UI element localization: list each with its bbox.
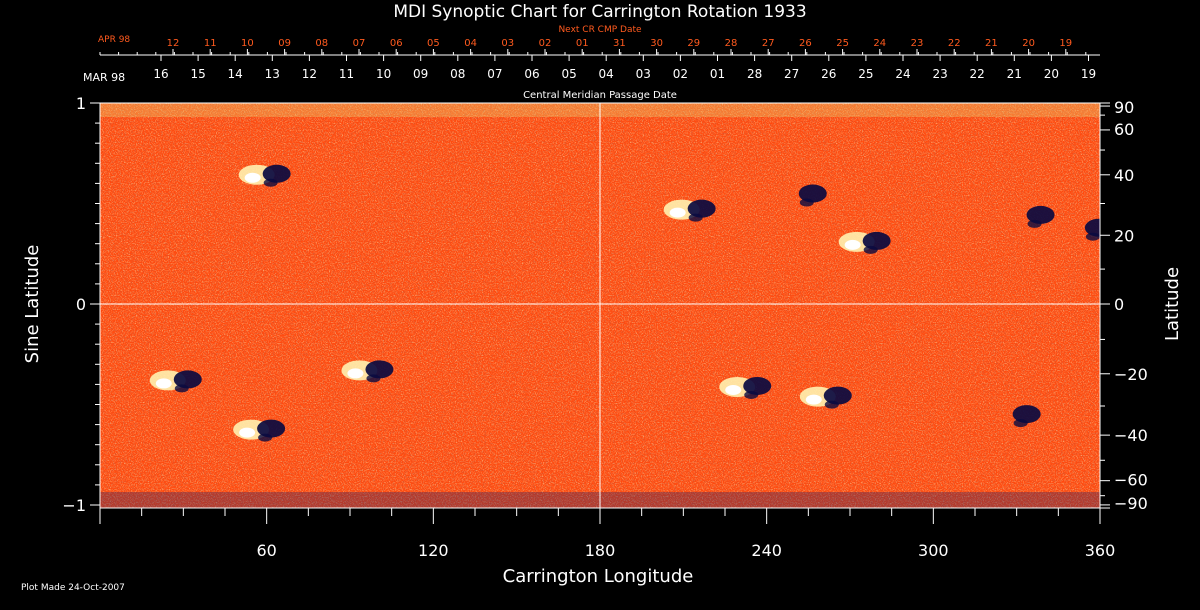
top-axis-cmp-tick-label: 05 [561, 67, 576, 81]
top-axis-cmp-tick-label: 10 [376, 67, 391, 81]
active-region [1012, 405, 1041, 428]
right-y-tick-label: 40 [1114, 166, 1134, 185]
x-tick-label: 180 [585, 541, 616, 560]
active-region [663, 199, 716, 222]
active-region [149, 370, 202, 393]
top-axis-cmp-tick-label: 27 [784, 67, 799, 81]
right-y-axis: 90 60 40 20 0 −20 −40 −60 −90 [1100, 98, 1148, 513]
top-axis-next-cmp-tick-label: 04 [464, 38, 477, 49]
active-region [799, 386, 852, 409]
x-tick-label: 240 [751, 541, 782, 560]
active-region [838, 231, 891, 254]
top-axis-next-cmp-tick-label: 11 [204, 38, 217, 49]
top-axis-cmp-tick-label: 04 [599, 67, 614, 81]
x-axis: 60 120 180 240 300 360 [99, 508, 1116, 560]
right-y-tick-label: −60 [1114, 471, 1148, 490]
x-tick-label: 120 [418, 541, 449, 560]
top-axis-next-cmp-tick-label: 31 [613, 38, 626, 49]
top-axis-next-cmp-tick-label: 22 [948, 38, 961, 49]
top-axis-cmp-tick-label: 09 [413, 67, 428, 81]
active-region [341, 360, 394, 383]
top-axis-cmp-tick-label: 12 [302, 67, 317, 81]
top-axis-next-cmp-tick-label: 10 [241, 38, 254, 49]
x-tick-label: 300 [918, 541, 949, 560]
active-region [238, 164, 291, 187]
top-axis-next-cmp-tick-label: 23 [911, 38, 924, 49]
plot-made-note: Plot Made 24-Oct-2007 [21, 583, 125, 593]
top-axis-cmp-tick-label: 28 [747, 67, 762, 81]
top-axis-cmp-label: Central Meridian Passage Date [523, 90, 677, 101]
active-region [1084, 218, 1100, 241]
chart-title: MDI Synoptic Chart for Carrington Rotati… [393, 2, 806, 22]
top-axis-cmp-tick-label: 22 [970, 67, 985, 81]
top-axis-next-cmp-tick-label: 06 [390, 38, 403, 49]
top-axis-cmp-tick-label: 25 [858, 67, 873, 81]
left-y-tick-label: 1 [76, 94, 86, 113]
top-axis-next-cmp-tick-label: 08 [315, 38, 328, 49]
active-region [719, 376, 772, 399]
top-axis-next-cmp-tick-label: 02 [539, 38, 552, 49]
top-axis-next-cmp-tick-label: 30 [650, 38, 663, 49]
right-y-tick-label: 90 [1114, 98, 1134, 117]
top-axis-next-cmp-tick-label: 01 [576, 38, 589, 49]
x-tick-label: 60 [256, 541, 276, 560]
top-axis-next-cmp-tick-label: 21 [985, 38, 998, 49]
top-axis-next-cmp-month: APR 98 [98, 35, 130, 45]
top-axis-cmp-tick-label: 15 [190, 67, 205, 81]
top-axis-next-cmp-tick-label: 09 [278, 38, 291, 49]
top-axis-cmp-tick-label: 06 [524, 67, 539, 81]
top-axis-next-cmp-tick-label: 12 [167, 38, 180, 49]
top-axis-cmp-tick-label: 02 [673, 67, 688, 81]
top-axis-cmp-tick-label: 26 [821, 67, 836, 81]
right-y-tick-label: −90 [1114, 494, 1148, 513]
right-y-tick-label: 20 [1114, 226, 1134, 245]
top-axis-cmp-tick-label: 01 [710, 67, 725, 81]
top-axis-cmp-tick-label: 19 [1081, 67, 1096, 81]
left-y-axis-label: Sine Latitude [22, 245, 43, 364]
left-y-tick-label: −1 [62, 496, 86, 515]
top-axis-next-cmp-tick-label: 29 [687, 38, 700, 49]
top-axis-next-cmp-tick-label: 03 [501, 38, 514, 49]
right-y-tick-label: 60 [1114, 120, 1134, 139]
top-axis-next-cmp: Next CR CMP Date APR 98 12 11 10 09 08 07 06 05… [98, 25, 1100, 56]
top-axis-cmp-tick-label: 24 [895, 67, 910, 81]
active-region [1026, 205, 1055, 228]
top-axis-next-cmp-tick-label: 25 [836, 38, 849, 49]
left-y-tick-label: 0 [76, 295, 86, 314]
top-axis-next-cmp-tick-label: 24 [873, 38, 886, 49]
top-axis-cmp-tick-label: 14 [228, 67, 243, 81]
top-axis-next-cmp-label: Next CR CMP Date [558, 25, 642, 35]
top-axis-next-cmp-tick-label: 28 [725, 38, 738, 49]
top-axis-cmp-month: MAR 98 [83, 71, 125, 84]
top-axis-next-cmp-tick-label: 07 [353, 38, 366, 49]
top-axis-next-cmp-tick-label: 27 [762, 38, 775, 49]
top-axis-cmp-tick-label: 13 [265, 67, 280, 81]
x-axis-label: Carrington Longitude [503, 566, 694, 587]
top-axis-cmp: MAR 98 16 15 14 13 12 11 10 09 08 07 06 05 04 03 02 01 2… [83, 55, 1096, 101]
right-y-tick-label: 0 [1114, 295, 1124, 314]
top-axis-next-cmp-tick-label: 19 [1059, 38, 1072, 49]
top-axis-cmp-tick-label: 08 [450, 67, 465, 81]
top-axis-cmp-tick-label: 21 [1007, 67, 1022, 81]
top-axis-cmp-tick-label: 16 [153, 67, 168, 81]
right-y-tick-label: −40 [1114, 426, 1148, 445]
active-region [798, 184, 827, 207]
top-axis-next-cmp-tick-label: 05 [427, 38, 440, 49]
top-axis-next-cmp-tick-label: 26 [799, 38, 812, 49]
top-axis-cmp-tick-label: 07 [487, 67, 502, 81]
right-y-axis-label: Latitude [1162, 267, 1183, 341]
right-y-tick-label: −20 [1114, 365, 1148, 384]
x-tick-label: 360 [1085, 541, 1116, 560]
top-axis-cmp-tick-label: 23 [932, 67, 947, 81]
top-axis-cmp-tick-label: 03 [636, 67, 651, 81]
left-y-axis: 1 0 −1 [62, 94, 100, 515]
magnetogram-map [100, 103, 1100, 508]
top-axis-cmp-tick-label: 11 [339, 67, 354, 81]
top-axis-next-cmp-tick-label: 20 [1022, 38, 1035, 49]
top-axis-cmp-tick-label: 20 [1044, 67, 1059, 81]
active-region [233, 419, 286, 442]
